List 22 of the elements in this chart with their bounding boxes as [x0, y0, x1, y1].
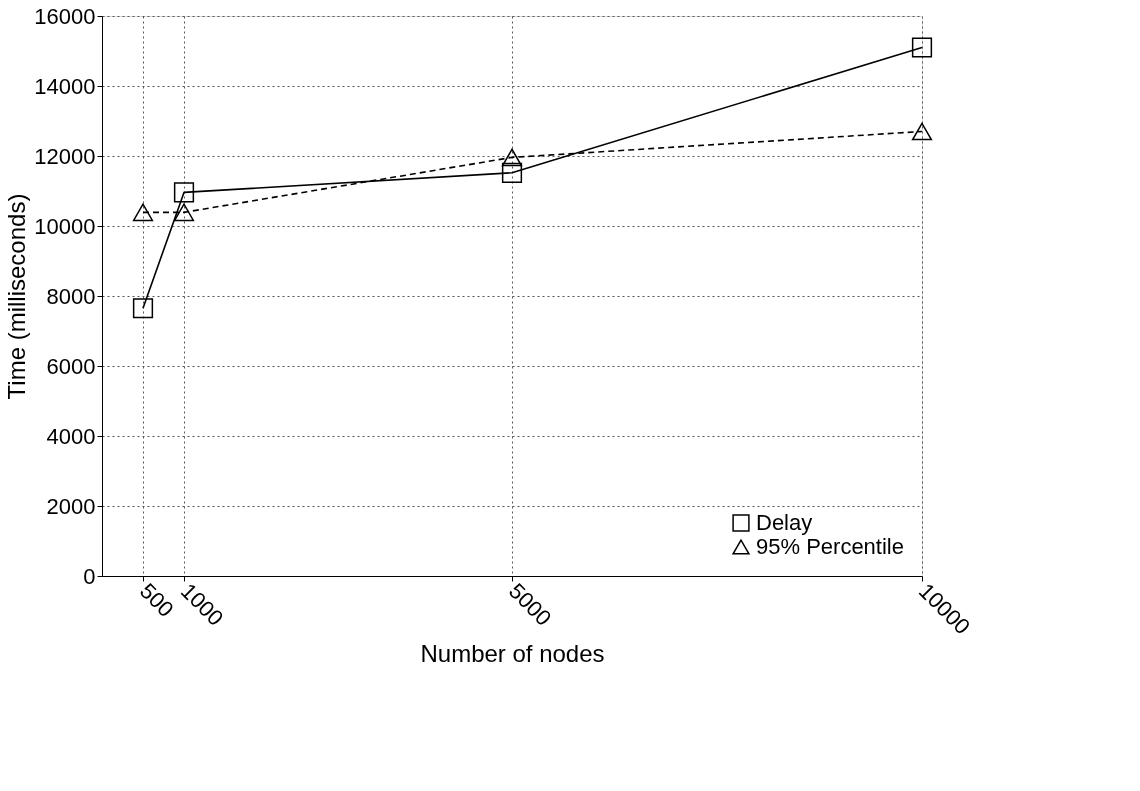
y-tick-label: 8000 — [46, 283, 96, 309]
y-tick-label: 2000 — [46, 493, 96, 519]
y-tick-label: 10000 — [34, 213, 96, 239]
y-tick-label: 6000 — [46, 353, 96, 379]
point — [501, 148, 523, 167]
y-axis-title: Time (milliseconds) — [3, 193, 31, 400]
y-tick-label: 0 — [83, 563, 96, 589]
point — [911, 122, 933, 141]
legend-label: Delay — [756, 510, 813, 535]
point — [911, 37, 933, 58]
y-tick-label: 12000 — [34, 143, 96, 169]
point — [132, 298, 154, 319]
x-axis-title: Number of nodes — [420, 639, 605, 667]
y-tick-label: 14000 — [34, 73, 96, 99]
x-tick-label: 500 — [135, 578, 179, 622]
point — [173, 203, 195, 222]
y-tick-label: 16000 — [34, 3, 96, 29]
point — [132, 203, 154, 222]
y-tick-label: 4000 — [46, 423, 96, 449]
point — [501, 162, 523, 183]
point — [173, 182, 195, 203]
legend-label: 95% Percentile — [756, 534, 904, 559]
